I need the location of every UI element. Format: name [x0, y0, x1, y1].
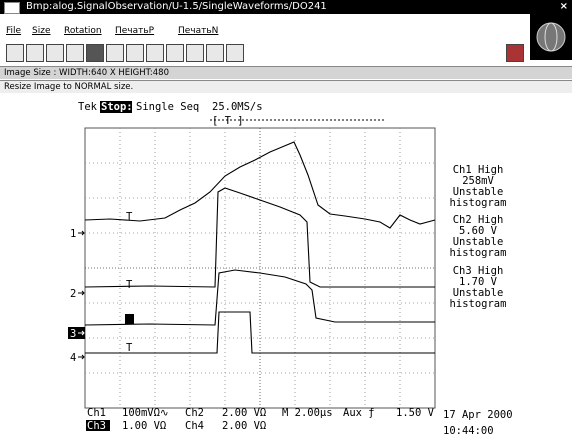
globe-icon	[530, 14, 572, 60]
tool-button[interactable]	[106, 44, 124, 62]
setting: Ch4	[185, 420, 204, 432]
tool-button[interactable]	[6, 44, 24, 62]
tool-button[interactable]	[226, 44, 244, 62]
menu-item[interactable]: File	[6, 26, 21, 36]
tool-button[interactable]	[146, 44, 164, 62]
setting: 100mVΩ∿	[122, 407, 169, 419]
settings: Ch1 100mVΩ∿ Ch2 2.00 VΩ M 2.00µs Aux ƒ 1…	[86, 407, 513, 437]
tool-button[interactable]	[126, 44, 144, 62]
grid	[85, 128, 435, 408]
globe-logo	[530, 14, 572, 60]
setting: 1.50 V	[396, 407, 435, 419]
brand: Tek	[78, 101, 98, 113]
setting: M 2.00µs	[282, 407, 333, 419]
tool-button[interactable]	[506, 44, 524, 62]
channel-marker: 2	[70, 288, 76, 300]
window-title: Bmp:alog.SignalObservation/U-1.5/SingleW…	[26, 0, 327, 14]
tool-button[interactable]	[26, 44, 44, 62]
trace-level-markers: T T T	[125, 211, 134, 354]
setting: 2.00 VΩ	[222, 407, 266, 419]
page: {"title_bar": {"title": "Bmp:alog.Signal…	[0, 0, 572, 447]
meas-kind: histogram	[450, 247, 507, 259]
body: Bmp:alog.SignalObservation/U-1.5/SingleW…	[0, 0, 572, 447]
title-bar: Bmp:alog.SignalObservation/U-1.5/SingleW…	[0, 0, 572, 14]
status-line: Resize Image to NORMAL size.	[0, 80, 572, 93]
run-state: Stop:	[101, 101, 133, 113]
app-icon	[4, 2, 20, 14]
menu-item[interactable]: ПечатьP	[115, 26, 154, 36]
setting: Ch1	[87, 407, 106, 419]
window: Bmp:alog.SignalObservation/U-1.5/SingleW…	[0, 0, 572, 447]
image-size: Image Size : WIDTH:640 X HEIGHT:480	[4, 68, 169, 78]
tool-button[interactable]	[186, 44, 204, 62]
setting: Ch2	[185, 407, 204, 419]
menu-item[interactable]: Rotation	[64, 26, 102, 36]
tool-button[interactable]	[86, 44, 104, 62]
toolbar	[0, 42, 530, 64]
channel-marker: 4	[70, 352, 76, 364]
date: 17 Apr 2000	[443, 409, 513, 421]
sample-rate: 25.0MS/s	[212, 101, 263, 113]
status-line: Image Size : WIDTH:640 X HEIGHT:480	[0, 66, 572, 79]
resize-hint[interactable]: Resize Image to NORMAL size.	[4, 82, 133, 92]
menu-item[interactable]: Size	[32, 26, 50, 36]
level-marker: T	[126, 342, 133, 354]
measurements: Ch1 High 258mV Unstable histogram Ch2 Hi…	[450, 164, 507, 310]
tool-button[interactable]	[206, 44, 224, 62]
level-marker: T	[126, 279, 133, 291]
marker-arrow	[78, 291, 84, 295]
level-marker	[125, 314, 134, 324]
trigger-bar: [ T ]	[212, 115, 244, 127]
setting: Ch3	[87, 420, 106, 432]
meas-kind: histogram	[450, 197, 507, 209]
tool-button[interactable]	[66, 44, 84, 62]
tool-button[interactable]	[46, 44, 64, 62]
channel-marker: 1	[70, 228, 76, 240]
menu-bar: File Size Rotation ПечатьP ПечатьN	[0, 14, 530, 42]
meas-kind: histogram	[450, 298, 507, 310]
marker-arrow	[78, 355, 84, 359]
setting: 1.00 VΩ	[122, 420, 166, 432]
scope-screen: Tek Stop: Single Seq 25.0MS/s [ T ] T T …	[0, 94, 572, 447]
tool-button[interactable]	[166, 44, 184, 62]
setting: 2.00 VΩ	[222, 420, 266, 432]
marker-arrow	[78, 231, 84, 235]
menu-item[interactable]: ПечатьN	[178, 26, 218, 36]
acq-mode: Single Seq	[136, 101, 199, 113]
time: 10:44:00	[443, 425, 494, 437]
channel-markers: 1 2 3 4	[68, 228, 85, 364]
setting: Aux ƒ	[343, 407, 375, 419]
channel-marker: 3	[70, 328, 76, 340]
close-button[interactable]: ×	[560, 0, 568, 14]
level-marker: T	[126, 211, 133, 223]
